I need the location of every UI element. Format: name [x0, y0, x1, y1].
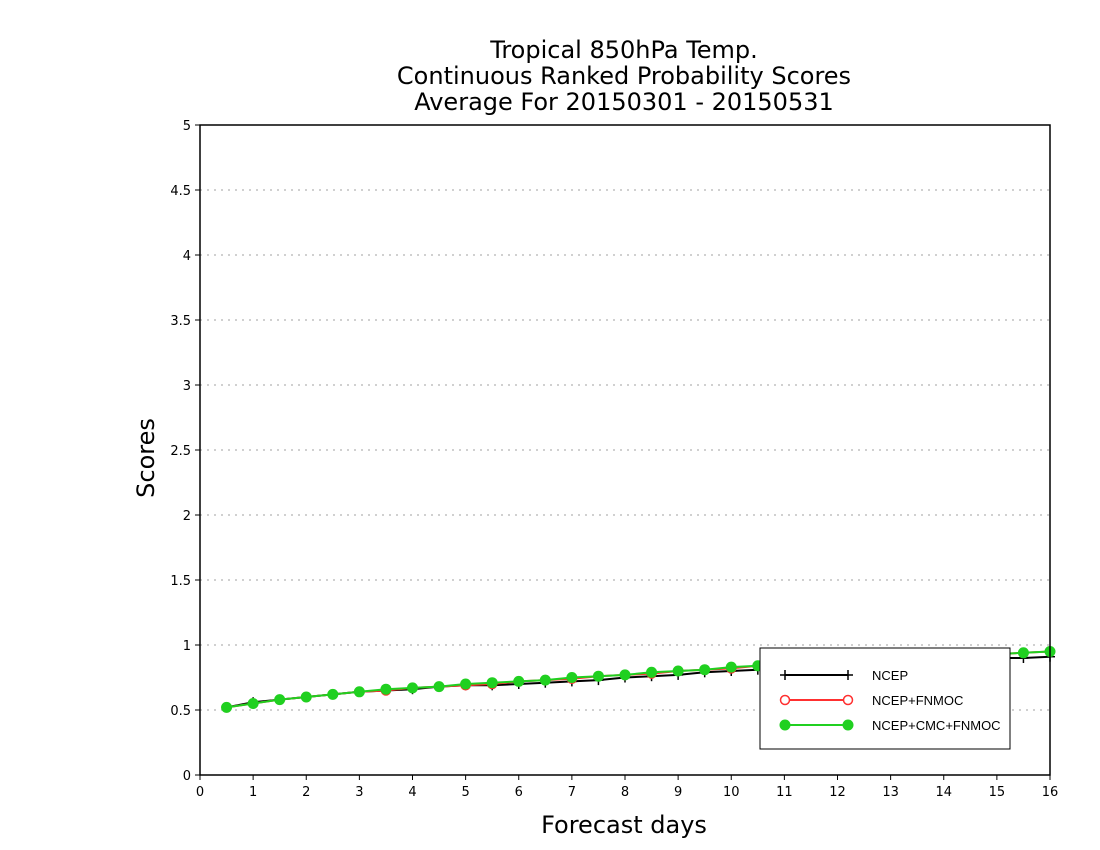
y-tick-label-0: 0	[183, 769, 191, 784]
x-axis-label: Forecast days	[541, 811, 707, 839]
x-tick-label-5: 5	[461, 785, 469, 800]
y-tick-label-10: 5	[183, 119, 191, 134]
y-tick-label-3: 1.5	[170, 574, 191, 589]
y-tick-label-1: 0.5	[170, 704, 191, 719]
x-tick-label-7: 7	[568, 785, 576, 800]
x-tick-label-8: 8	[621, 785, 629, 800]
legend-label-0: NCEP	[872, 668, 908, 683]
legend-label-1: NCEP+FNMOC	[872, 693, 963, 708]
series-2-point-1	[247, 698, 259, 709]
series-2-point-18	[699, 664, 711, 676]
legend-marker-right-0	[843, 670, 853, 680]
grid-lines	[200, 189, 1050, 711]
legend-box	[759, 647, 1011, 750]
legend-marker-right-2	[842, 719, 854, 731]
chart-title-line-3: Average For 20150301 - 20150531	[414, 88, 834, 116]
series-2-point-15	[619, 669, 631, 681]
y-tick-label-4: 2	[183, 509, 191, 524]
x-tick-label-2: 2	[302, 785, 310, 800]
series-2-point-6	[380, 683, 392, 695]
series-2-point-12	[539, 674, 551, 686]
axis-ticks: 00.511.522.533.544.550 1 2 3 4 5 6 7 8 9 10 11 12 13 1…	[170, 119, 1058, 800]
series-2-point-10	[486, 677, 498, 689]
legend-marker-left-0	[780, 670, 790, 680]
x-tick-label-0: 0	[196, 785, 204, 800]
y-tick-label-9: 4.5	[170, 184, 191, 199]
plot-frame	[199, 124, 1051, 776]
series-2-point-30	[1017, 647, 1029, 659]
x-tick-label-10: 10	[723, 785, 740, 800]
x-tick-label-3: 3	[355, 785, 363, 800]
x-tick-label-16: 16	[1042, 785, 1059, 800]
series-2-point-7	[407, 682, 418, 694]
x-tick-label-14: 14	[935, 785, 952, 800]
legend: NCEP NCEP+FNMOC NCEP+CMC+FNMOC	[759, 647, 1011, 750]
legend-label-2: NCEP+CMC+FNMOC	[872, 718, 1001, 733]
y-tick-label-8: 4	[183, 249, 191, 264]
x-tick-label-6: 6	[515, 785, 523, 800]
series-2-point-5	[353, 686, 365, 698]
y-tick-label-5: 2.5	[170, 444, 191, 459]
x-tick-label-4: 4	[408, 785, 416, 800]
legend-item-2: NCEP+CMC+FNMOC	[779, 718, 1001, 733]
series-2-point-17	[672, 665, 684, 677]
series-2-point-13	[566, 672, 578, 683]
x-tick-label-15: 15	[989, 785, 1006, 800]
chart-title-line-1: Tropical 850hPa Temp.	[489, 36, 758, 64]
series-2-point-8	[433, 681, 445, 693]
legend-item-0: NCEP	[780, 668, 908, 683]
legend-marker-right-1	[842, 694, 854, 706]
series-2-point-19	[725, 661, 737, 673]
series-2-point-4	[327, 688, 339, 700]
y-axis-label: Scores	[132, 418, 160, 498]
x-tick-label-1: 1	[249, 785, 257, 800]
x-tick-label-9: 9	[674, 785, 682, 800]
series-2-point-2	[274, 694, 286, 706]
chart-title-line-2: Continuous Ranked Probability Scores	[397, 62, 851, 90]
series-2-point-16	[646, 666, 658, 678]
x-tick-label-11: 11	[776, 785, 793, 800]
y-tick-label-2: 1	[183, 639, 191, 654]
series-2-point-14	[592, 670, 604, 682]
legend-marker-left-2	[779, 719, 791, 731]
x-tick-label-12: 12	[829, 785, 846, 800]
series-2-point-0	[221, 701, 233, 713]
legend-item-1: NCEP+FNMOC	[779, 693, 963, 708]
y-tick-label-7: 3.5	[170, 314, 191, 329]
legend-marker-left-1	[779, 694, 791, 706]
x-tick-label-13: 13	[882, 785, 899, 800]
series-2-point-11	[513, 675, 525, 687]
y-tick-label-6: 3	[183, 379, 191, 394]
series-2-point-9	[460, 678, 472, 690]
series-2-point-3	[300, 691, 312, 703]
